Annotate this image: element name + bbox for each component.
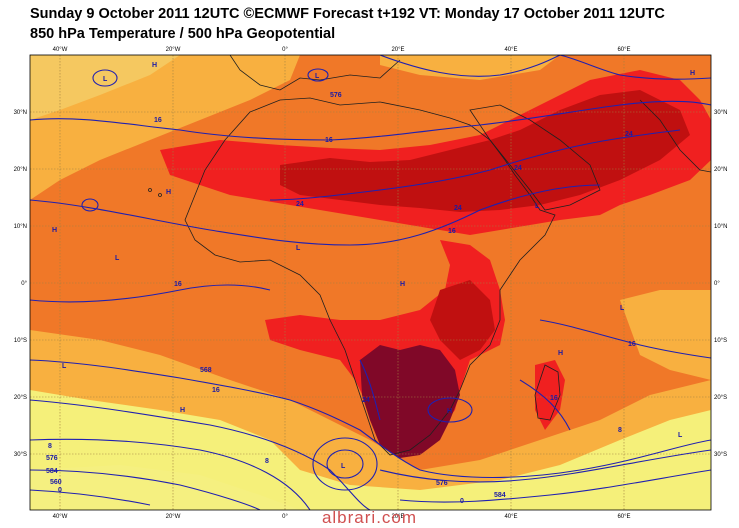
contour-label: 568 [200, 367, 212, 374]
contour-label: 16 [154, 117, 162, 124]
contour-label: 16 [628, 341, 636, 348]
contour-label: 8 [265, 458, 269, 465]
lon-label: 60°E [617, 47, 630, 53]
lat-axis-left: 30°N 20°N 10°N 0° 10°S 20°S 30°S [14, 110, 28, 458]
temperature-field [30, 55, 711, 510]
contour-label: 16 [212, 387, 220, 394]
lat-label: 30°S [714, 452, 727, 458]
lat-label: 30°N [714, 110, 727, 116]
lat-label: 30°N [14, 110, 27, 116]
contour-label: 16 [448, 228, 456, 235]
contours [30, 55, 711, 510]
lon-label: 20°E [391, 514, 404, 520]
contour-label: 24 [454, 205, 462, 212]
contour-label: 24 [625, 131, 633, 138]
watermark: albrari.com [321, 508, 418, 527]
lat-label: 10°S [714, 338, 727, 344]
contour-label: 16 [174, 281, 182, 288]
lat-label: 30°S [14, 452, 27, 458]
contour-label: 16 [550, 395, 558, 402]
lat-label: 10°N [714, 224, 727, 230]
contour-label: 584 [494, 492, 506, 499]
contour-label: 560 [50, 479, 62, 486]
pressure-center-label: L [620, 305, 625, 312]
contour-label: 8 [618, 427, 622, 434]
lat-label: 20°N [714, 167, 727, 173]
contour-label: 24 [296, 201, 304, 208]
lon-label: 40°W [53, 514, 68, 520]
pressure-center-label: L [678, 432, 683, 439]
contour-label: 24 [362, 397, 370, 404]
map-title: Sunday 9 October 2011 12UTC ©ECMWF Forec… [30, 6, 665, 22]
lat-label: 0° [714, 281, 720, 287]
lon-label: 20°E [391, 47, 404, 53]
lon-axis-bottom: 40°W 20°W 0° 20°E 40°E 60°E [53, 514, 631, 520]
pressure-center-label: L [296, 245, 301, 252]
pressure-center-label: H [447, 408, 452, 415]
pressure-center-label: H [52, 227, 57, 234]
lat-label: 20°S [14, 395, 27, 401]
lat-label: 20°S [714, 395, 727, 401]
pressure-center-label: H [180, 407, 185, 414]
lat-axis-right: 30°N 20°N 10°N 0° 10°S 20°S 30°S [714, 110, 727, 458]
pressure-center-label: L [103, 76, 108, 83]
pressure-center-label: L [341, 463, 346, 470]
contour-label: 576 [436, 480, 448, 487]
pressure-center-label: L [115, 255, 120, 262]
lon-label: 60°E [617, 514, 630, 520]
pressure-centers: L H H L H H L L H H L L L H H L L [52, 62, 695, 470]
contour-label: 24 [514, 165, 522, 172]
pressure-center-label: H [690, 70, 695, 77]
lon-label: 0° [282, 47, 288, 53]
pressure-center-label: H [400, 281, 405, 288]
lon-label: 20°W [166, 47, 181, 53]
lat-label: 0° [21, 281, 27, 287]
pressure-center-label: H [152, 62, 157, 69]
contour-label: 584 [46, 468, 58, 475]
lat-lon-grid [30, 55, 711, 510]
pressure-center-label: L [535, 203, 540, 210]
lon-label: 20°W [166, 514, 181, 520]
pressure-center-label: L [315, 73, 320, 80]
contour-label: 0 [58, 487, 62, 494]
lon-axis-top: 40°W 20°W 0° 20°E 40°E 60°E [53, 47, 631, 53]
map-frame [29, 54, 712, 511]
lon-label: 40°E [504, 47, 517, 53]
map-subtitle: 850 hPa Temperature / 500 hPa Geopotenti… [30, 26, 336, 42]
contour-label: 8 [48, 443, 52, 450]
lat-label: 10°N [14, 224, 27, 230]
lat-label: 10°S [14, 338, 27, 344]
contour-label: 16 [325, 137, 333, 144]
contour-label: 576 [330, 92, 342, 99]
lon-label: 0° [282, 514, 288, 520]
pressure-center-label: L [62, 363, 67, 370]
lat-label: 20°N [14, 167, 27, 173]
pressure-center-label: H [166, 189, 171, 196]
coastlines [148, 55, 711, 456]
pressure-center-label: H [558, 350, 563, 357]
contour-label: 0 [460, 498, 464, 505]
contour-label: 576 [46, 455, 58, 462]
contour-labels: 16 16 24 24 24 24 16 16 16 16 24 16 8 8 … [46, 92, 636, 505]
lon-label: 40°E [504, 514, 517, 520]
lon-label: 40°W [53, 47, 68, 53]
